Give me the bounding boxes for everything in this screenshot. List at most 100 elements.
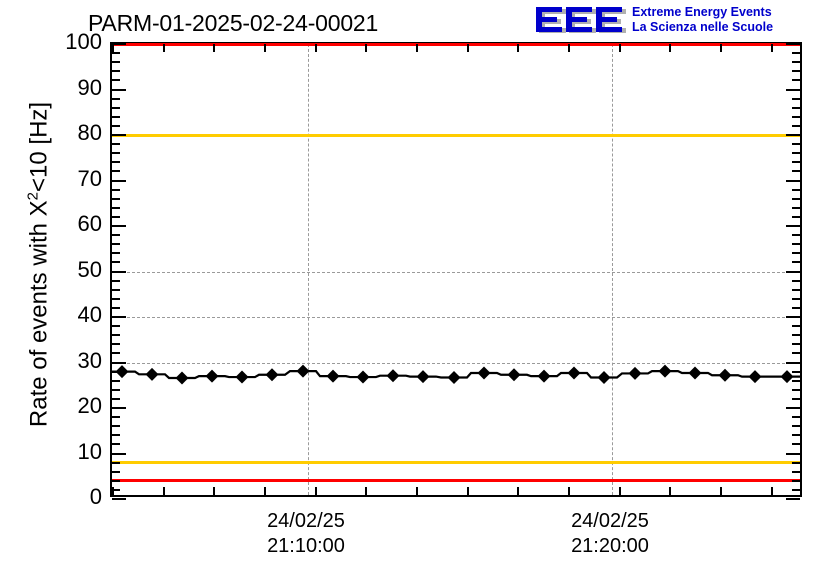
y-axis-tick — [112, 197, 120, 200]
x-axis-tick — [517, 487, 520, 495]
x-axis-tick — [720, 487, 722, 495]
y-axis-tick — [792, 115, 800, 118]
y-axis-tick — [112, 115, 120, 118]
y-axis-tick — [792, 124, 800, 127]
data-point-marker — [688, 366, 702, 380]
data-point-marker — [356, 370, 370, 384]
y-axis-tick — [792, 188, 800, 191]
data-point-marker — [628, 366, 642, 380]
x-axis-tick — [770, 487, 773, 495]
y-axis-tick — [792, 206, 800, 209]
y-axis-tick-label: 70 — [77, 165, 102, 191]
y-axis-tick — [112, 270, 126, 273]
y-axis-tick — [792, 325, 800, 328]
y-axis-tick — [112, 243, 120, 246]
y-axis-tick — [112, 252, 120, 255]
y-axis-title-exponent: 2 — [24, 191, 42, 201]
y-axis-tick — [792, 161, 800, 164]
x-axis-tick — [112, 44, 114, 52]
y-axis-tick — [792, 479, 800, 482]
y-axis-tick — [112, 261, 120, 264]
y-axis-tick — [112, 452, 126, 455]
y-axis-tick — [792, 443, 800, 446]
gridline-vertical — [612, 44, 613, 495]
data-point-marker — [265, 368, 279, 382]
y-axis-tick-label: 80 — [77, 120, 102, 145]
y-axis-tick — [792, 252, 800, 255]
x-axis-tick — [162, 487, 165, 495]
x-axis-tick — [162, 44, 165, 52]
y-axis-tick — [112, 206, 120, 209]
y-axis-tick — [792, 234, 800, 237]
data-point-marker — [326, 369, 340, 383]
data-point-marker — [235, 370, 249, 384]
data-point-marker — [597, 371, 611, 385]
y-axis-tick — [792, 370, 800, 373]
y-axis-tick — [792, 379, 800, 382]
y-axis-tick — [792, 461, 800, 464]
gridline-horizontal — [112, 271, 800, 273]
x-axis-tick — [365, 487, 368, 495]
y-axis-tick — [112, 88, 126, 91]
data-point-marker — [780, 370, 794, 384]
y-axis-tick — [112, 425, 120, 428]
gridline-horizontal — [112, 362, 800, 364]
y-axis-tick-label: 0 — [89, 484, 102, 509]
y-axis-tick — [112, 70, 120, 73]
y-axis-tick — [112, 416, 120, 419]
data-point-marker — [386, 369, 400, 383]
eee-logo: Extreme Energy Events La Scienza nelle S… — [534, 4, 834, 38]
gridline-vertical — [308, 44, 309, 495]
y-axis-tick — [112, 443, 120, 446]
x-axis-tick — [466, 44, 469, 52]
y-axis-tick — [112, 234, 120, 237]
y-axis-tick-label: 50 — [77, 256, 102, 282]
y-axis-tick — [112, 134, 126, 136]
x-axis-tick — [517, 44, 520, 52]
x-axis-tick — [568, 487, 570, 495]
y-axis-tick — [112, 124, 120, 127]
logo-caption: Extreme Energy Events La Scienza nelle S… — [632, 5, 773, 35]
y-axis-tick — [112, 488, 120, 491]
y-axis-tick — [112, 52, 120, 55]
x-axis-tick — [720, 44, 722, 52]
y-axis-tick — [792, 488, 800, 491]
x-axis-tick — [618, 44, 621, 52]
y-axis-tick — [112, 397, 120, 400]
x-axis-tick — [365, 44, 368, 52]
y-axis-tick — [112, 361, 126, 364]
y-axis-tick — [112, 352, 120, 355]
data-series — [112, 364, 800, 385]
y-axis-tick — [792, 434, 800, 437]
y-axis-tick — [112, 179, 126, 182]
y-axis-tick — [792, 97, 800, 100]
data-point-marker — [145, 367, 159, 381]
y-axis-tick — [792, 70, 800, 73]
y-axis-tick — [792, 343, 800, 346]
data-point-marker — [205, 369, 219, 383]
y-axis-tick — [112, 334, 120, 337]
plot-area — [110, 42, 802, 500]
data-point-marker — [416, 370, 430, 384]
y-axis-tick-label: 10 — [77, 438, 102, 464]
y-axis-tick — [112, 325, 120, 328]
y-axis-tick — [112, 79, 120, 82]
y-axis-tick — [112, 43, 126, 45]
data-point-marker — [477, 366, 491, 380]
y-axis-tick — [792, 306, 800, 309]
y-axis-tick — [792, 243, 800, 246]
page-title: PARM-01-2025-02-24-00021 — [88, 10, 379, 36]
y-axis-tick — [792, 79, 800, 82]
x-axis-tick — [416, 44, 418, 52]
x-axis-tick — [314, 44, 317, 52]
y-axis-tick — [792, 52, 800, 55]
y-axis-tick — [112, 152, 120, 155]
x-axis-tick — [618, 487, 621, 495]
y-axis-tick — [792, 288, 800, 291]
y-axis-tick-label: 100 — [65, 29, 102, 54]
y-axis-tick — [112, 288, 120, 291]
y-axis-tick — [786, 134, 800, 136]
y-axis-tick — [786, 43, 800, 45]
y-axis-tick — [792, 297, 800, 300]
